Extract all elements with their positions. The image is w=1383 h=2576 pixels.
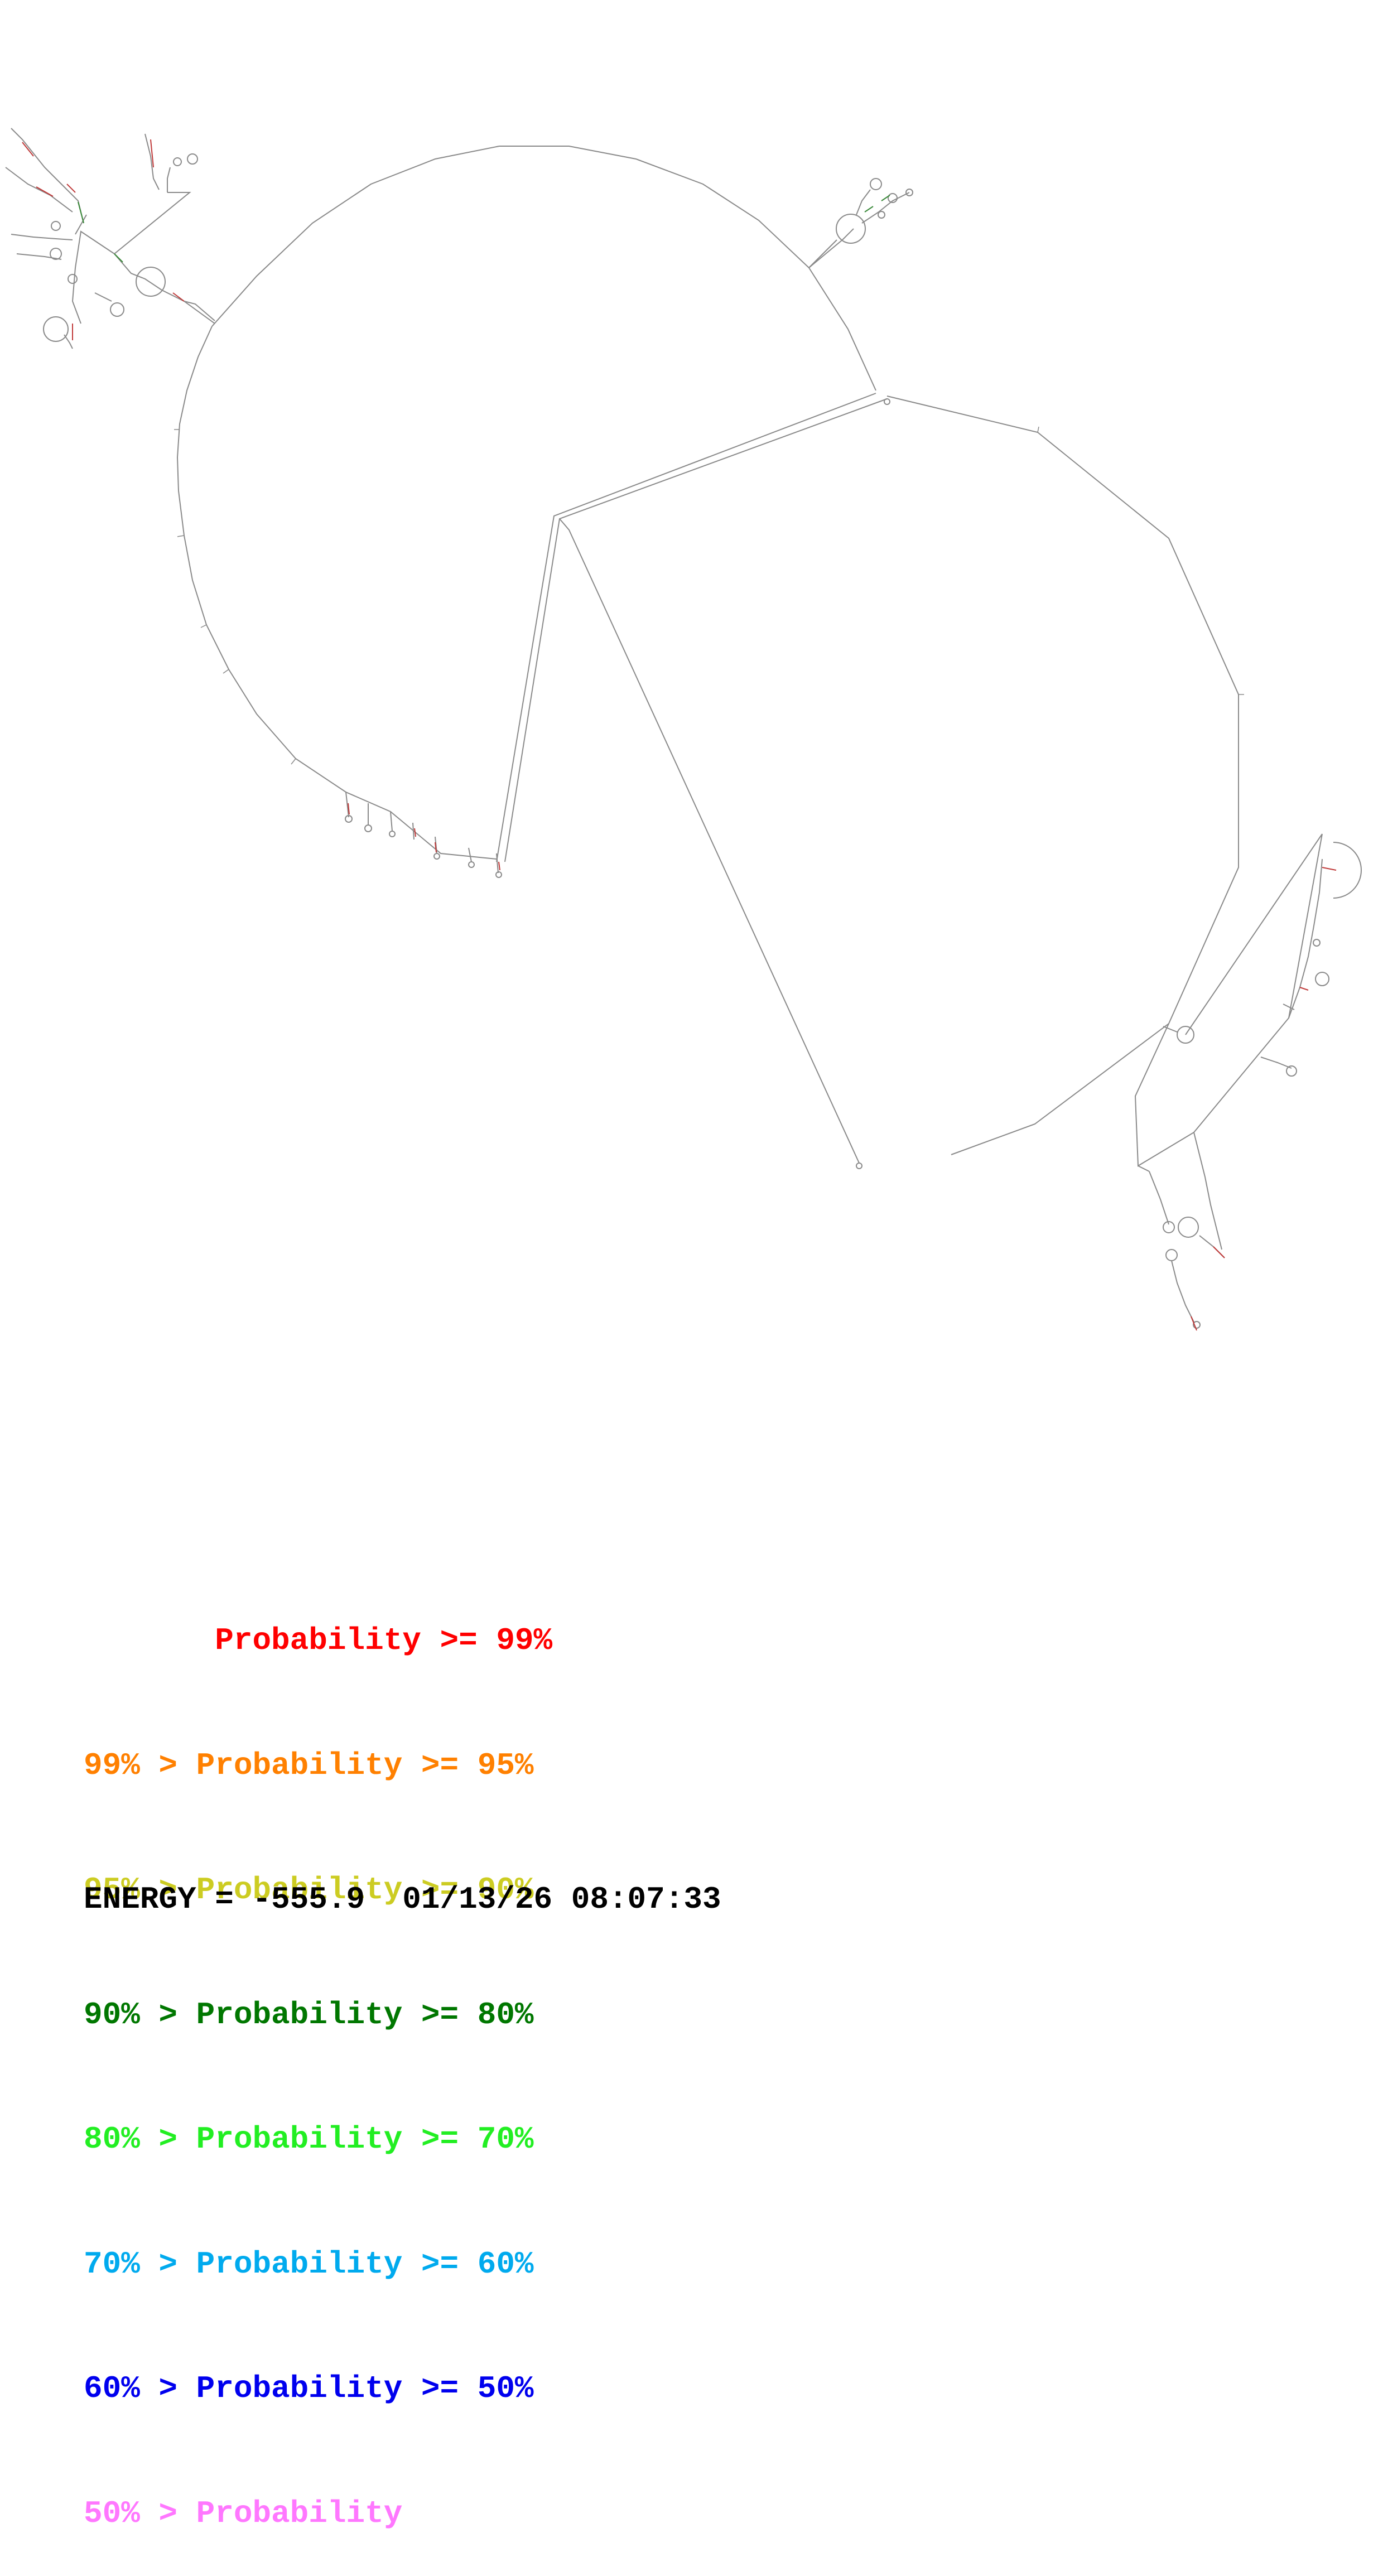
central-stem-b [504,398,888,862]
upper-right-cluster [808,178,913,268]
legend-row-below-50: 50% > Probability [84,2495,403,2531]
base-pair-ticks [174,426,1244,765]
upper-left-cluster-pairs-green [78,201,123,263]
upper-multiloop-arc [176,146,876,860]
probability-legend: Probability >= 99% 99% > Probability >= … [84,1537,552,2576]
upper-right-cluster-pairs [864,195,890,213]
legend-row-80: 90% > Probability >= 80% [84,1996,534,2033]
lower-arc-hairpins [345,398,890,1169]
legend-row-95: 99% > Probability >= 95% [84,1747,534,1783]
right-multiloop-arc [886,395,1239,1155]
right-cluster [1163,842,1362,1077]
energy-footer: ENERGY = -555.9 01/13/26 08:07:33 [84,1882,721,1917]
backbone-paths [71,146,1323,1172]
right-branch-lines [1134,833,1323,1172]
legend-row-50: 60% > Probability >= 50% [84,2371,534,2406]
legend-row-99: Probability >= 99% [84,1623,553,1658]
rna-secondary-structure-diagram [5,128,1362,1331]
central-stem-a [496,393,876,862]
upper-right-branch-lines [808,228,854,268]
upper-left-cluster [5,128,215,349]
upper-left-branch-lines [71,192,215,324]
legend-row-60: 70% > Probability >= 60% [84,2246,534,2282]
legend-row-90: 95% > Probability >= 90% [84,1872,534,1908]
upper-left-cluster-pairs [22,139,185,340]
lower-right-cluster [1149,1132,1225,1329]
right-cluster-pairs [1299,867,1337,991]
lower-right-cluster-pairs [1191,1246,1225,1331]
legend-row-70: 80% > Probability >= 70% [84,2121,534,2157]
long-stem-lower [559,518,860,1164]
